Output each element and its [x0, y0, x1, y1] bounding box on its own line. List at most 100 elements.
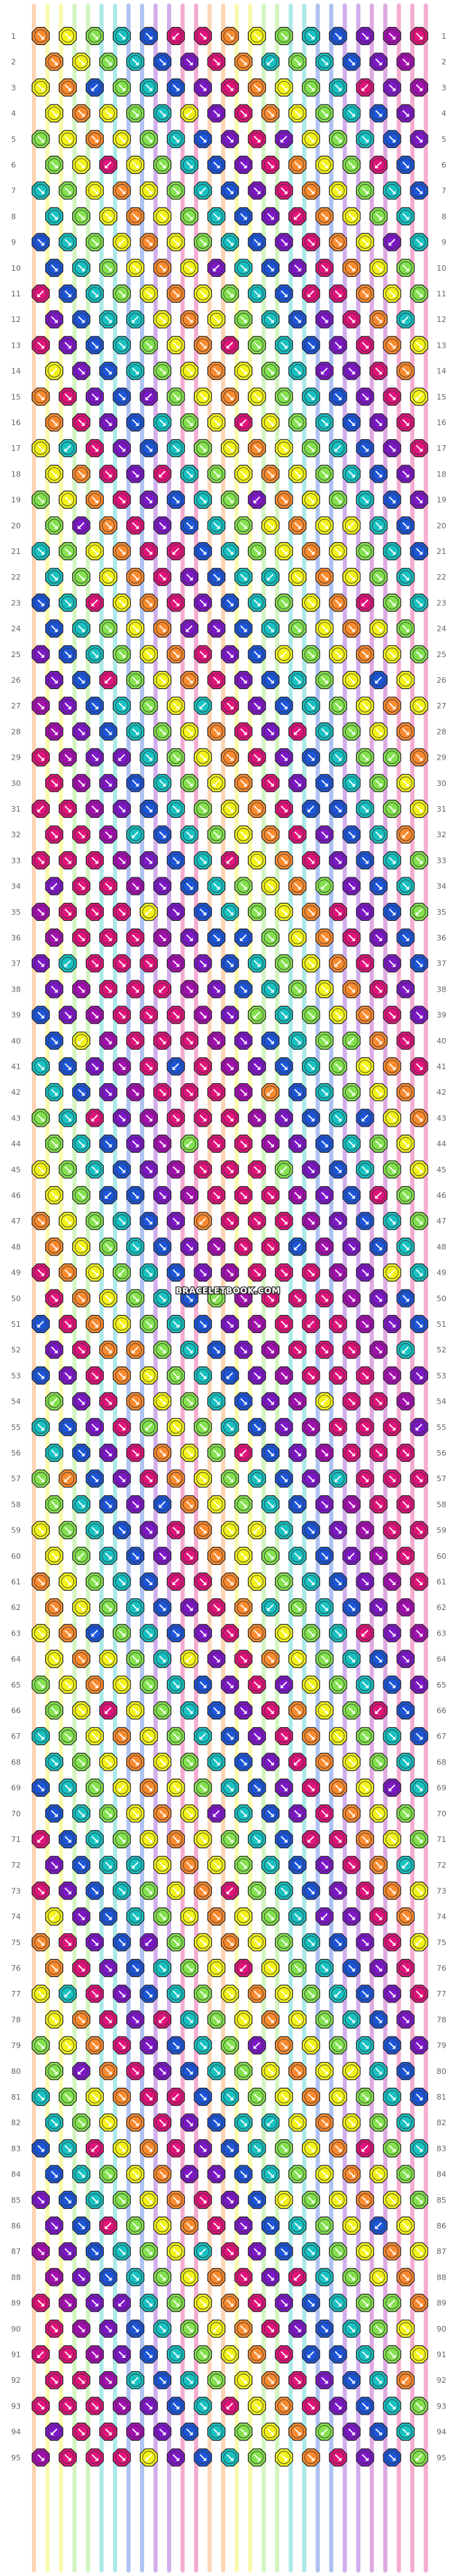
knot [153, 1289, 172, 1307]
arrow-down-right-icon [335, 2402, 342, 2410]
knot [31, 2190, 50, 2209]
arrow-down-right-icon [146, 1011, 152, 1019]
arrow-down-right-icon [64, 1784, 71, 1791]
knot [369, 619, 388, 638]
knot [72, 773, 91, 792]
arrow-down-left-icon [402, 831, 409, 839]
arrow-down-right-icon [294, 58, 301, 66]
knot [328, 1727, 347, 1746]
arrow-down-right-icon [173, 2351, 179, 2358]
knot [410, 1263, 428, 1282]
arrow-down-right-icon [227, 1217, 234, 1225]
knot [342, 722, 361, 741]
watermark: BRACELETBOOK.COM [175, 1286, 280, 1296]
arrow-down-right-icon [362, 1887, 369, 1895]
arrow-down-right-icon [362, 1526, 369, 1534]
arrow-down-right-icon [105, 367, 112, 375]
knot [247, 439, 266, 458]
arrow-down-right-icon [51, 1346, 58, 1354]
knot [383, 1366, 401, 1385]
knot [166, 26, 185, 46]
arrow-down-right-icon [416, 1784, 423, 1791]
arrow-down-right-icon [213, 985, 220, 993]
arrow-down-right-icon [227, 702, 234, 710]
arrow-down-right-icon [240, 1037, 247, 1044]
arrow-down-right-icon [78, 213, 85, 220]
knot [247, 1521, 266, 1539]
arrow-down-right-icon [91, 1321, 98, 1327]
knot [301, 1933, 320, 1951]
arrow-down-right-icon [335, 1114, 342, 1122]
knot [166, 1417, 185, 1436]
arrow-down-right-icon [37, 2197, 44, 2203]
knot [220, 2242, 239, 2261]
arrow-down-right-icon [294, 1140, 301, 1147]
knot [261, 2061, 280, 2080]
knot [369, 2422, 388, 2441]
arrow-down-right-icon [64, 2197, 71, 2203]
knot [396, 1392, 415, 1411]
knot [261, 1701, 280, 1720]
arrow-down-right-icon [78, 677, 85, 683]
arrow-down-right-icon [186, 780, 193, 787]
knot [126, 1546, 145, 1565]
arrow-down-right-icon [200, 393, 207, 400]
knot [58, 1109, 77, 1127]
arrow-down-left-icon [132, 831, 139, 839]
row-number: 44 [437, 1140, 446, 1149]
knot [234, 722, 253, 741]
knot [410, 1933, 428, 1951]
arrow-down-right-icon [416, 2351, 423, 2358]
arrow-down-right-icon [308, 1475, 315, 1483]
arrow-down-right-icon [308, 1526, 315, 1534]
arrow-down-right-icon [64, 2093, 71, 2100]
arrow-down-right-icon [389, 2093, 396, 2100]
arrow-down-right-icon [348, 265, 356, 271]
knot [207, 1186, 226, 1205]
arrow-down-right-icon [186, 1449, 193, 1456]
arrow-down-right-icon [389, 1578, 396, 1585]
knot [410, 851, 428, 870]
knot [274, 233, 293, 251]
arrow-down-left-icon [64, 1475, 71, 1483]
arrow-down-right-icon [51, 2016, 58, 2023]
knot [288, 361, 307, 380]
arrow-down-right-icon [173, 1681, 179, 1688]
knot [396, 1958, 415, 1978]
knot [99, 1804, 118, 1823]
arrow-down-right-icon [308, 2454, 315, 2461]
knot [99, 361, 118, 380]
knot [328, 336, 347, 355]
arrow-down-right-icon [119, 1166, 125, 1173]
arrow-down-right-icon [173, 290, 179, 297]
knot [410, 2190, 428, 2209]
arrow-down-left-icon [199, 1733, 207, 1740]
knot [288, 2165, 307, 2183]
row-number: 91 [11, 2350, 21, 2359]
knot [247, 542, 266, 561]
arrow-down-right-icon [146, 2197, 152, 2203]
arrow-down-left-icon [361, 84, 369, 91]
knot [193, 1572, 212, 1591]
knot [288, 1546, 307, 1565]
knot [85, 1830, 104, 1849]
knot [383, 2036, 401, 2055]
knot [139, 78, 158, 97]
knot [356, 1005, 374, 1024]
arrow-down-right-icon [348, 985, 356, 993]
arrow-down-right-icon [348, 625, 356, 632]
knot [274, 2139, 293, 2158]
arrow-down-right-icon [213, 367, 220, 375]
knot [288, 1083, 307, 1102]
knot [356, 1727, 374, 1746]
knot [126, 361, 145, 380]
knot [45, 2061, 64, 2080]
knot [261, 104, 280, 123]
arrow-down-right-icon [119, 599, 125, 607]
arrow-down-right-icon [159, 1604, 166, 1611]
arrow-down-right-icon [78, 109, 85, 117]
arrow-down-right-icon [227, 548, 234, 555]
knot [234, 2422, 253, 2441]
knot [180, 1546, 199, 1565]
knot [166, 1160, 185, 1179]
